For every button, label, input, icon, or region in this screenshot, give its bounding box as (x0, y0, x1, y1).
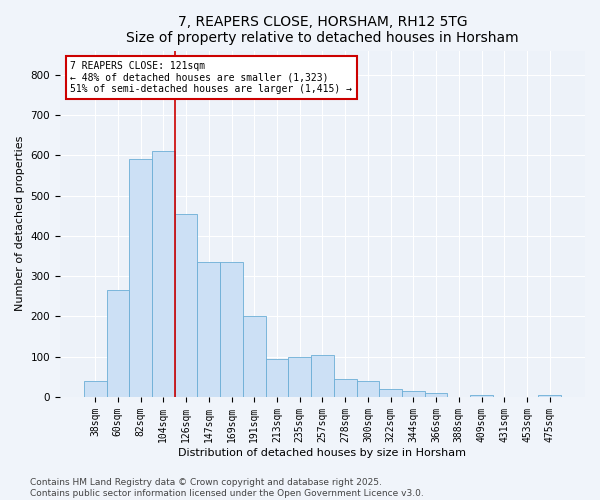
Y-axis label: Number of detached properties: Number of detached properties (15, 136, 25, 312)
Bar (107, 290, 129, 397)
Text: Contains HM Land Registry data © Crown copyright and database right 2025.
Contai: Contains HM Land Registry data © Crown c… (30, 478, 424, 498)
Bar (470, 395, 493, 397)
Bar (152, 151, 175, 397)
X-axis label: Distribution of detached houses by size in Horsham: Distribution of detached houses by size … (178, 448, 466, 458)
Bar (425, 393, 448, 397)
Bar (402, 391, 425, 397)
Bar (220, 262, 243, 397)
Bar (129, 160, 152, 397)
Bar (356, 381, 379, 397)
Title: 7, REAPERS CLOSE, HORSHAM, RH12 5TG
Size of property relative to detached houses: 7, REAPERS CLOSE, HORSHAM, RH12 5TG Size… (126, 15, 519, 45)
Bar (311, 354, 334, 397)
Text: 7 REAPERS CLOSE: 121sqm
← 48% of detached houses are smaller (1,323)
51% of semi: 7 REAPERS CLOSE: 121sqm ← 48% of detache… (70, 61, 352, 94)
Bar (538, 395, 561, 397)
Bar (175, 214, 197, 397)
Bar (334, 379, 356, 397)
Bar (289, 356, 311, 397)
Bar (84, 381, 107, 397)
Bar (243, 316, 266, 397)
Bar (379, 389, 402, 397)
Bar (197, 262, 220, 397)
Bar (266, 358, 289, 397)
